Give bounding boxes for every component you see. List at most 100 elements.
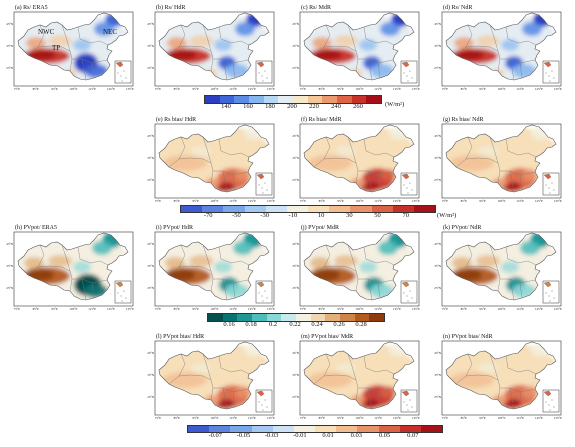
colorbar-swatch [308,206,330,212]
inset-land [115,281,124,288]
lon-tick-label: 105°E [355,87,363,91]
colorbar-tick-label: 0.28 [355,321,367,328]
lon-tick-label: 115°E [229,416,237,420]
field-blob [24,257,44,269]
lon-tick-label: 115°E [88,87,96,91]
colorbar-swatch [325,314,341,321]
field-blob [359,39,377,51]
country-outline [445,232,557,301]
field-blob [214,39,232,51]
lon-tick-label: 85°E [461,199,467,203]
lon-tick-label: 125°E [535,87,543,91]
field-blob [450,372,494,388]
lon-tick-label: 75°E [300,199,306,203]
lat-tick-label: 25°N [292,178,299,182]
field-blob [501,261,519,273]
field-blob [334,35,358,47]
panel-label: (l) PVpot bias/ HdR [156,334,205,340]
inset-island [266,77,268,79]
lon-tick-label: 135°E [412,87,420,91]
region-boundary [489,24,499,52]
lon-tick-label: 75°E [442,199,448,203]
lat-tick-label: 45°N [292,134,299,138]
inset-island [406,187,408,189]
lon-tick-label: 105°E [210,416,218,420]
lon-tick-label: 105°E [210,87,218,91]
colorbar-swatch [205,96,220,103]
lon-tick-label: 95°E [479,416,485,420]
field-blob [94,22,114,36]
china-map: 45°N 35°N 25°N 75°E 85°E 95°E 105°E 115°E 125°E 1… [147,231,275,311]
inset-island [117,292,119,294]
colorbar-tick-label: 200 [287,103,297,110]
inset-island [551,290,553,292]
field-blob [225,284,249,298]
colorbar-swatch [420,426,443,432]
inset-island [125,297,127,299]
region-boundary [347,353,357,381]
colorbar-swatch [252,314,267,321]
region-boundary [519,62,523,79]
china-map: 45°N 35°N 25°N 75°E 85°E 95°E 105°E 115°E 125°E 1… [292,340,420,420]
lon-tick-label: 105°E [355,199,363,203]
inset-island [264,182,266,184]
lat-tick-label: 35°N [6,44,13,48]
region-boundary [178,353,186,377]
lon-tick-label: 135°E [554,87,562,91]
lat-tick-label: 35°N [292,156,299,160]
region-boundary [218,138,250,158]
region-boundary [178,136,186,160]
colorbar-swatch [340,314,355,321]
inset-island [549,192,551,194]
colorbar-tick-label: 0.01 [322,432,334,439]
lon-tick-label: 115°E [516,416,524,420]
south-china-sea-inset [400,60,418,84]
region-boundary [489,244,499,272]
field-blob [522,22,542,36]
region-boundary [363,138,395,158]
field-blob [310,257,330,269]
country-outline [445,124,557,193]
panel-label: (h) PVpot/ ERA5 [15,225,57,231]
inset-land [543,173,552,180]
field-blob [308,372,352,388]
lon-tick-label: 135°E [126,87,134,91]
colorbar-tick-label: 0.18 [245,321,257,328]
south-china-sea-inset [255,389,273,413]
field-blob [84,64,108,78]
colorbar-swatch [366,96,382,103]
field-blob [189,255,213,267]
china-map: 45°N 35°N 25°N 75°E 85°E 95°E 105°E 115°E 125°E 1… [6,231,134,311]
region-boundary [519,282,523,299]
lon-tick-label: 115°E [229,307,237,311]
region-boundary [91,282,95,299]
region-boundary [505,138,537,158]
colorbar-swatch [202,206,224,212]
map-panel-a: (a) Rs/ ERA5 NWC TP NEC 45°N 35°N 25°N 75°E 85°E… [4,3,135,91]
region-boundary [505,26,537,46]
lat-tick-label: 35°N [434,156,441,160]
colorbar-swatch [336,426,358,432]
inset-land [256,173,265,180]
field-blob [214,261,232,273]
lon-tick-label: 105°E [210,199,218,203]
region-boundary [505,246,537,266]
inset-island [411,189,413,191]
lon-tick-label: 135°E [267,87,275,91]
field-blob [314,50,342,60]
colorbar-swatch [208,314,223,321]
lat-tick-label: 45°N [434,22,441,26]
south-china-sea-inset [542,280,560,304]
lon-tick-label: 115°E [516,87,524,91]
lon-tick-label: 85°E [319,199,325,203]
field-blob [167,37,187,49]
field-blob [308,155,352,171]
lon-tick-label: 135°E [267,199,275,203]
inset-island [548,295,550,297]
field-blob [478,146,498,156]
lat-tick-label: 45°N [292,22,299,26]
colorbar-swatch [310,314,326,321]
lat-tick-label: 25°N [434,286,441,290]
country-outline [303,124,415,193]
region-boundary [202,24,212,52]
